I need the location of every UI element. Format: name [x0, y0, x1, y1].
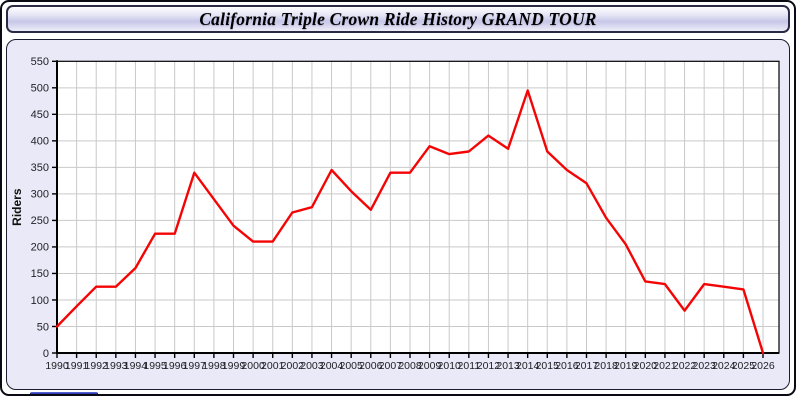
x-tick-label: 2007 [379, 360, 403, 372]
y-tick-label: 50 [37, 321, 49, 333]
y-tick-label: 350 [31, 162, 49, 174]
x-tick-label: 2013 [496, 360, 520, 372]
x-tick-label: 2004 [320, 360, 344, 372]
x-tick-label: 1992 [85, 360, 109, 372]
x-tick-label: 2011 [458, 360, 481, 372]
plot-area [57, 61, 779, 354]
x-tick-label: 2026 [751, 360, 775, 372]
x-tick-label: 1990 [45, 360, 69, 372]
y-tick-label: 0 [43, 348, 49, 360]
x-tick-label: 1994 [124, 360, 148, 372]
title-banner: California Triple Crown Ride History GRA… [6, 5, 790, 33]
x-tick-label: 2018 [594, 360, 618, 372]
y-tick-label: 250 [31, 215, 49, 227]
x-tick-label: 2003 [300, 360, 324, 372]
x-tick-label: 2001 [261, 360, 285, 372]
x-tick-label: 2009 [418, 360, 442, 372]
x-tick-label: 2016 [555, 360, 579, 372]
ride-history-chart: 1990199119921993199419951996199719981999… [10, 56, 780, 372]
y-tick-label: 100 [31, 295, 49, 307]
y-tick-label: 200 [31, 242, 49, 254]
bottom-left-partial-button[interactable] [30, 392, 98, 394]
x-tick-label: 1991 [65, 360, 89, 372]
x-tick-label: 2006 [359, 360, 383, 372]
y-tick-label: 300 [31, 189, 49, 201]
ride-history-line [55, 89, 765, 355]
x-tick-label: 2000 [241, 360, 265, 372]
x-tick-label: 2002 [281, 360, 305, 372]
x-tick-label: 2020 [634, 360, 658, 372]
x-tick-label: 1999 [222, 360, 246, 372]
x-tick-label: 2017 [575, 360, 599, 372]
x-tick-label: 2012 [477, 360, 501, 372]
x-tick-label: 1993 [104, 360, 128, 372]
x-tick-label: 1995 [143, 360, 167, 372]
x-tick-label: 2015 [536, 360, 560, 372]
y-tick-label: 400 [31, 136, 49, 148]
x-tick-label: 1998 [202, 360, 226, 372]
y-tick-label: 150 [31, 268, 49, 280]
x-tick-label: 2022 [673, 360, 697, 372]
x-tick-label: 2019 [614, 360, 638, 372]
x-tick-label: 1997 [183, 360, 207, 372]
x-tick-label: 1996 [163, 360, 187, 372]
x-tick-label: 2008 [398, 360, 422, 372]
x-tick-label: 2024 [712, 360, 736, 372]
x-tick-label: 2014 [516, 360, 540, 372]
page-title: California Triple Crown Ride History GRA… [199, 8, 597, 29]
y-tick-label: 450 [31, 109, 49, 121]
y-tick-label: 500 [31, 83, 49, 95]
x-tick-label: 2023 [692, 360, 716, 372]
x-tick-label: 2010 [438, 360, 462, 372]
y-axis-title: Riders [10, 188, 24, 226]
x-tick-label: 2005 [339, 360, 363, 372]
y-tick-label: 550 [31, 56, 49, 68]
x-tick-label: 2021 [653, 360, 677, 372]
x-tick-label: 2025 [732, 360, 756, 372]
